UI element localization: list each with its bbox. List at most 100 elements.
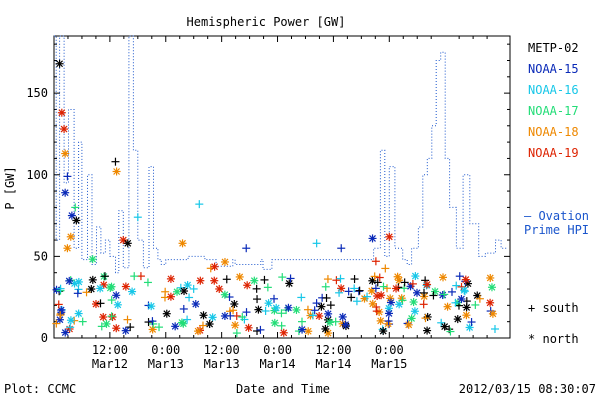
data-point-noaa-18 bbox=[235, 272, 244, 281]
data-point-noaa-19 bbox=[373, 292, 382, 301]
data-point-noaa-15 bbox=[310, 306, 319, 315]
data-point-noaa-15 bbox=[191, 300, 200, 309]
data-point-noaa-18 bbox=[63, 244, 72, 253]
data-point-noaa-16 bbox=[335, 288, 344, 297]
data-point-noaa-18 bbox=[52, 319, 61, 328]
data-point-noaa-18 bbox=[439, 273, 448, 282]
data-point-noaa-15 bbox=[112, 291, 121, 300]
data-point-metp-02 bbox=[205, 320, 214, 329]
x-tick-label-time: 0:00 bbox=[151, 343, 180, 357]
data-point-noaa-19 bbox=[371, 257, 380, 266]
y-tick-label: 50 bbox=[34, 249, 48, 263]
data-point-noaa-16 bbox=[451, 298, 460, 307]
data-point-noaa-19 bbox=[166, 274, 175, 283]
x-axis: 12:00Mar120:00Mar1312:00Mar130:00Mar1412… bbox=[67, 36, 488, 371]
data-point-metp-02 bbox=[321, 324, 330, 333]
data-point-noaa-18 bbox=[220, 257, 229, 266]
legend-entry-noaa-15: NOAA-15 bbox=[528, 62, 579, 76]
data-point-metp-02 bbox=[123, 239, 132, 248]
data-point-noaa-17 bbox=[263, 283, 272, 292]
data-point-noaa-16 bbox=[465, 323, 474, 332]
data-point-noaa-15 bbox=[337, 244, 346, 253]
data-point-noaa-17 bbox=[277, 321, 286, 330]
data-point-noaa-19 bbox=[486, 298, 495, 307]
data-point-noaa-15 bbox=[121, 326, 130, 335]
data-point-noaa-15 bbox=[63, 172, 72, 181]
data-point-noaa-16 bbox=[133, 213, 142, 222]
data-point-noaa-19 bbox=[244, 323, 253, 332]
data-point-noaa-17 bbox=[107, 312, 116, 321]
data-point-noaa-15 bbox=[384, 317, 393, 326]
data-point-noaa-16 bbox=[128, 287, 137, 296]
data-point-noaa-16 bbox=[437, 318, 446, 327]
data-point-metp-02 bbox=[317, 302, 326, 311]
data-point-noaa-18 bbox=[324, 329, 333, 338]
data-point-noaa-19 bbox=[119, 236, 128, 245]
data-point-noaa-16 bbox=[66, 323, 75, 332]
data-point-noaa-17 bbox=[106, 283, 115, 292]
data-point-noaa-16 bbox=[66, 316, 75, 325]
data-point-noaa-19 bbox=[461, 275, 470, 284]
data-point-noaa-16 bbox=[312, 239, 321, 248]
data-point-noaa-16 bbox=[272, 303, 281, 312]
ovation-line bbox=[54, 35, 507, 274]
data-point-noaa-18 bbox=[475, 294, 484, 303]
data-point-noaa-18 bbox=[488, 309, 497, 318]
data-point-noaa-18 bbox=[82, 288, 91, 297]
legend-entry-noaa-18: NOAA-18 bbox=[528, 125, 579, 139]
data-point-noaa-16 bbox=[74, 285, 83, 294]
data-point-noaa-18 bbox=[194, 327, 203, 336]
data-point-noaa-19 bbox=[385, 232, 394, 241]
data-point-noaa-16 bbox=[185, 293, 194, 302]
data-point-noaa-15 bbox=[284, 303, 293, 312]
data-point-noaa-15 bbox=[52, 285, 61, 294]
data-point-noaa-17 bbox=[398, 296, 407, 305]
data-point-noaa-15 bbox=[467, 318, 476, 327]
data-point-metp-02 bbox=[252, 284, 261, 293]
data-point-metp-02 bbox=[253, 295, 262, 304]
data-point-noaa-18 bbox=[370, 272, 379, 281]
data-point-noaa-19 bbox=[243, 281, 252, 290]
data-point-noaa-15 bbox=[371, 284, 380, 293]
data-point-noaa-19 bbox=[121, 282, 130, 291]
data-point-noaa-17 bbox=[250, 276, 259, 285]
data-point-noaa-17 bbox=[238, 313, 247, 322]
data-point-noaa-16 bbox=[195, 200, 204, 209]
data-point-noaa-19 bbox=[108, 313, 117, 322]
data-point-noaa-16 bbox=[308, 311, 317, 320]
data-point-noaa-17 bbox=[270, 318, 279, 327]
data-point-noaa-17 bbox=[232, 329, 241, 338]
data-point-metp-02 bbox=[322, 293, 331, 302]
data-point-metp-02 bbox=[100, 272, 109, 281]
x-tick-label-time: 0:00 bbox=[263, 343, 292, 357]
data-point-noaa-19 bbox=[337, 284, 346, 293]
data-point-noaa-17 bbox=[297, 317, 306, 326]
data-point-metp-02 bbox=[379, 327, 388, 336]
data-point-metp-02 bbox=[180, 287, 189, 296]
footer-credit: Plot: CCMC bbox=[4, 382, 76, 396]
data-point-noaa-17 bbox=[407, 314, 416, 323]
data-point-noaa-19 bbox=[60, 125, 69, 134]
x-tick-label-time: 12:00 bbox=[315, 343, 351, 357]
data-point-noaa-19 bbox=[54, 300, 63, 309]
data-point-metp-02 bbox=[111, 157, 120, 166]
data-point-noaa-16 bbox=[350, 284, 359, 293]
data-point-noaa-16 bbox=[96, 284, 105, 293]
data-point-noaa-17 bbox=[71, 203, 80, 212]
data-point-noaa-19 bbox=[210, 262, 219, 271]
data-point-noaa-18 bbox=[376, 316, 385, 325]
data-point-metp-02 bbox=[254, 305, 263, 314]
data-point-noaa-18 bbox=[404, 320, 413, 329]
data-point-metp-02 bbox=[222, 275, 231, 284]
data-point-noaa-15 bbox=[386, 298, 395, 307]
data-point-metp-02 bbox=[55, 59, 64, 68]
data-point-noaa-16 bbox=[183, 281, 192, 290]
data-point-noaa-15 bbox=[55, 315, 64, 324]
ovation-series bbox=[54, 35, 507, 274]
data-point-metp-02 bbox=[144, 318, 153, 327]
y-tick-label: 100 bbox=[26, 168, 48, 182]
data-point-noaa-15 bbox=[447, 287, 456, 296]
data-point-noaa-15 bbox=[73, 289, 82, 298]
data-point-noaa-16 bbox=[384, 304, 393, 313]
x-tick-label-date: Mar12 bbox=[92, 357, 128, 371]
